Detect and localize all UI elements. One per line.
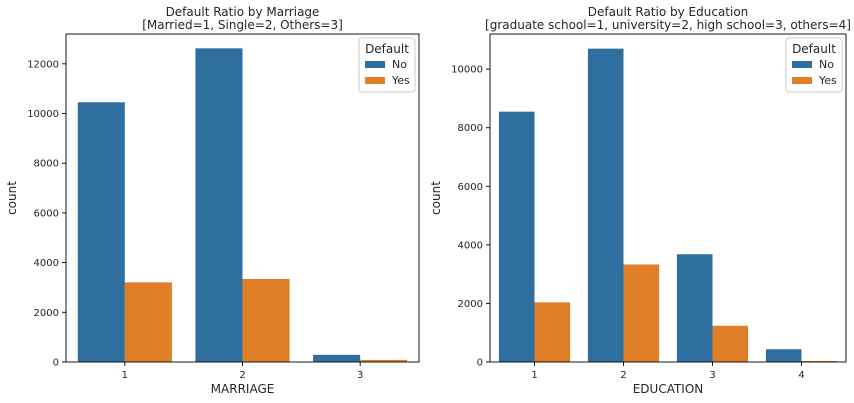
x-tick-label: 4 <box>798 370 804 381</box>
bar-yes-3 <box>712 325 749 362</box>
bar-yes-1 <box>534 302 571 362</box>
subplot-1: 1 2 3 0 2000 4000 6000 8000 10000 12000 MARRIAGE co… <box>5 5 420 396</box>
legend-label-yes: Yes <box>818 74 837 87</box>
bar-yes-3 <box>360 359 408 362</box>
chart-title-line-1: Default Ratio by Marriage <box>166 5 320 19</box>
legend-swatch-yes <box>365 77 385 84</box>
legend-label-no: No <box>392 58 407 71</box>
bar-no-3 <box>676 254 713 362</box>
bar-yes-4 <box>801 361 838 362</box>
y-tick-label: 6000 <box>458 182 483 193</box>
axes-frame <box>489 33 847 363</box>
y-tick-label: 6000 <box>34 208 59 219</box>
x-tick-label: 1 <box>122 370 128 381</box>
y-axis-label: count <box>429 181 443 215</box>
chart-title-line-1: Default Ratio by Education <box>588 5 749 19</box>
y-tick-label: 4000 <box>458 240 483 251</box>
bar-no-1 <box>77 102 125 362</box>
x-axis-label: MARRIAGE <box>211 382 275 396</box>
y-tick-label: 10000 <box>451 65 483 76</box>
chart-title-line-2: [Married=1, Single=2, Others=3] <box>142 18 343 32</box>
y-axis-label: count <box>5 181 19 215</box>
chart-title-line-2: [graduate school=1, university=2, high s… <box>485 18 851 32</box>
legend: Default No Yes <box>785 37 843 93</box>
bar-no-3 <box>313 354 361 362</box>
bar-no-2 <box>587 48 624 362</box>
x-tick-label: 2 <box>239 370 245 381</box>
bar-yes-2 <box>242 278 290 362</box>
bar-yes-1 <box>124 282 172 362</box>
legend-title: Default <box>365 42 409 56</box>
y-tick-label: 2000 <box>458 299 483 310</box>
y-tick-label: 0 <box>53 358 59 369</box>
legend-title: Default <box>792 42 836 56</box>
x-axis-label: EDUCATION <box>633 382 704 396</box>
bar-no-1 <box>498 111 535 362</box>
legend-swatch-no <box>365 61 385 68</box>
legend-label-no: No <box>819 58 834 71</box>
y-tick-label: 0 <box>477 358 483 369</box>
bar-no-4 <box>765 349 802 362</box>
y-tick-label: 2000 <box>34 308 59 319</box>
x-tick-label: 2 <box>620 370 626 381</box>
x-tick-label: 1 <box>531 370 537 381</box>
y-tick-label: 10000 <box>27 109 59 120</box>
subplot-2: 1 2 3 4 0 2000 4000 6000 8000 10000 EDUCATION count… <box>429 5 851 396</box>
x-tick-label: 3 <box>357 370 363 381</box>
y-tick-label: 8000 <box>458 123 483 134</box>
legend-swatch-no <box>792 61 812 68</box>
legend-swatch-yes <box>792 77 812 84</box>
y-tick-label: 4000 <box>34 258 59 269</box>
bar-no-2 <box>195 48 243 363</box>
y-tick-label: 12000 <box>27 59 59 70</box>
legend: Default No Yes <box>358 37 416 93</box>
legend-label-yes: Yes <box>391 74 410 87</box>
bar-yes-2 <box>623 264 660 362</box>
x-tick-label: 3 <box>709 370 715 381</box>
y-tick-label: 8000 <box>34 159 59 170</box>
